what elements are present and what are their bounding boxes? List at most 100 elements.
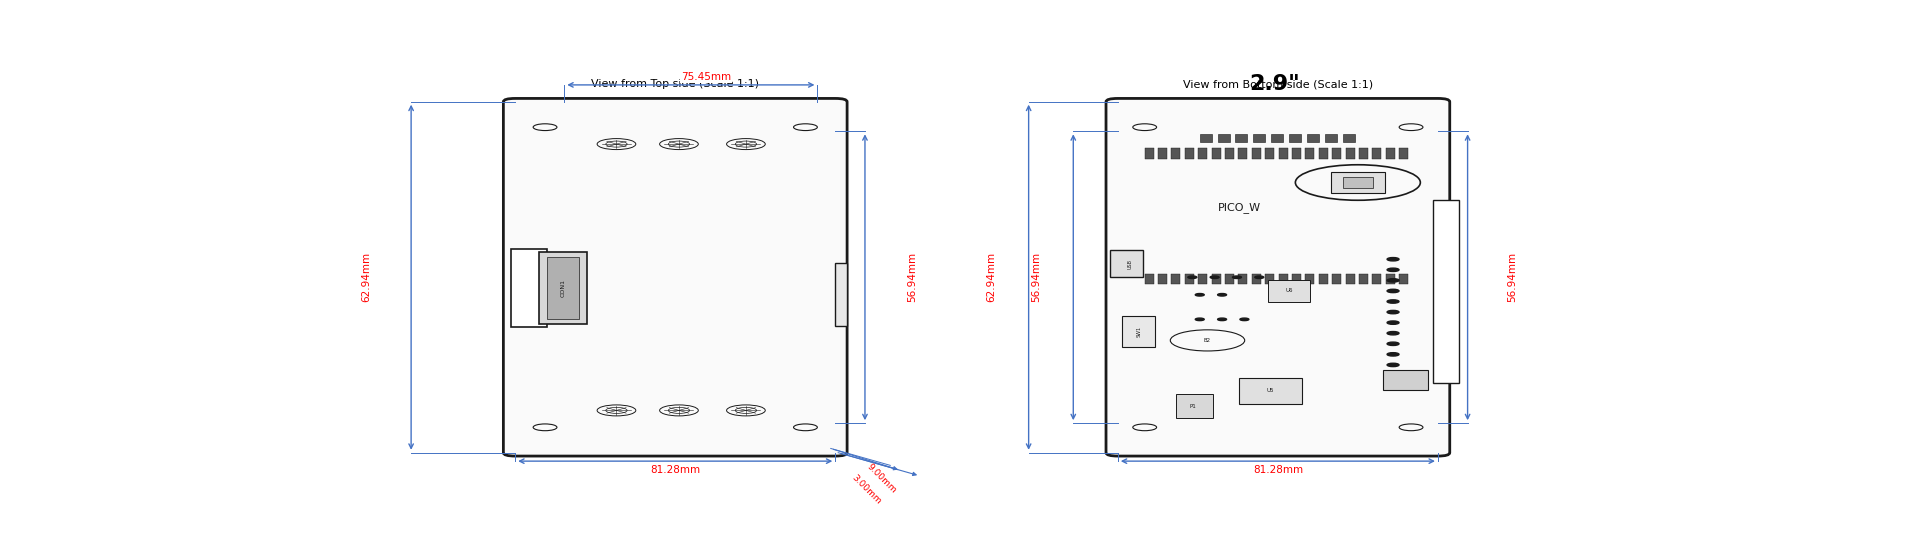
Text: View from Bottom side (Scale 1:1): View from Bottom side (Scale 1:1) (1183, 79, 1373, 89)
Bar (1400, 148, 1407, 159)
FancyBboxPatch shape (540, 252, 588, 324)
Bar (1225, 274, 1235, 284)
Bar (1198, 148, 1208, 159)
Text: U5: U5 (1267, 388, 1275, 394)
Bar (1319, 148, 1329, 159)
Bar (1200, 135, 1212, 142)
Bar (1306, 148, 1315, 159)
Circle shape (1386, 374, 1400, 377)
Bar (1212, 274, 1221, 284)
Text: 81.28mm: 81.28mm (1254, 466, 1304, 475)
Bar (1319, 274, 1329, 284)
Circle shape (1256, 276, 1263, 278)
Bar (1144, 148, 1154, 159)
Bar (1238, 274, 1248, 284)
Bar (1171, 148, 1181, 159)
Bar (835, 263, 847, 326)
Bar (1198, 274, 1208, 284)
Circle shape (1386, 279, 1400, 282)
Bar (1254, 135, 1265, 142)
Text: B2: B2 (1204, 338, 1212, 343)
Bar (1332, 148, 1340, 159)
Bar (547, 257, 580, 318)
Text: 56.94mm: 56.94mm (908, 252, 918, 302)
Bar (1185, 148, 1194, 159)
Circle shape (1386, 268, 1400, 272)
Bar (1238, 148, 1248, 159)
Circle shape (1217, 294, 1227, 296)
Bar (1346, 274, 1354, 284)
Circle shape (1188, 276, 1196, 278)
Text: 3.00mm: 3.00mm (851, 473, 883, 506)
Bar (1217, 135, 1229, 142)
Bar (1386, 148, 1394, 159)
Bar (1252, 148, 1261, 159)
Text: CON1: CON1 (561, 279, 564, 297)
Bar (1292, 148, 1302, 159)
Bar (1252, 274, 1261, 284)
Bar (1279, 274, 1288, 284)
Bar (1185, 274, 1194, 284)
Bar (1158, 274, 1167, 284)
Text: PICO_W: PICO_W (1217, 201, 1261, 212)
Bar (1158, 148, 1167, 159)
Text: P1: P1 (1190, 404, 1196, 408)
Bar (1373, 274, 1380, 284)
Circle shape (1386, 352, 1400, 356)
Circle shape (1386, 332, 1400, 335)
Bar (1359, 274, 1367, 284)
Text: 2.9": 2.9" (1248, 74, 1300, 94)
Bar (1212, 148, 1221, 159)
Circle shape (1386, 363, 1400, 367)
Bar (1288, 135, 1302, 142)
Bar (1279, 148, 1288, 159)
Circle shape (1210, 276, 1219, 278)
Text: 62.94mm: 62.94mm (361, 252, 371, 302)
Bar (1269, 280, 1309, 302)
Text: View from Top side (Scale 1:1): View from Top side (Scale 1:1) (591, 79, 758, 89)
Bar (1384, 371, 1428, 390)
FancyBboxPatch shape (1434, 200, 1459, 383)
Text: 9.00mm: 9.00mm (864, 462, 899, 495)
Text: 56.94mm: 56.94mm (1507, 252, 1517, 302)
Text: 62.94mm: 62.94mm (987, 252, 996, 302)
Bar (1240, 378, 1302, 404)
Bar (1271, 135, 1283, 142)
Bar (1332, 274, 1340, 284)
Circle shape (1386, 300, 1400, 303)
Text: USB: USB (1127, 259, 1133, 268)
Bar (1331, 172, 1384, 193)
Bar (1342, 135, 1354, 142)
Bar (1306, 274, 1315, 284)
Circle shape (1233, 276, 1242, 278)
Circle shape (1196, 318, 1204, 321)
Bar (1325, 135, 1336, 142)
Bar (1292, 274, 1302, 284)
Circle shape (1240, 318, 1248, 321)
Bar (1171, 274, 1181, 284)
Bar (1265, 148, 1275, 159)
Bar (1110, 250, 1142, 277)
Bar (1175, 394, 1213, 418)
Circle shape (1386, 289, 1400, 293)
Circle shape (1386, 342, 1400, 345)
FancyBboxPatch shape (1106, 98, 1450, 456)
Text: 75.45mm: 75.45mm (682, 72, 732, 82)
Bar (1342, 177, 1373, 188)
Bar (1235, 135, 1248, 142)
Bar (1144, 274, 1154, 284)
Text: U6: U6 (1284, 288, 1292, 293)
Text: SW1: SW1 (1137, 326, 1140, 337)
Bar (1225, 148, 1235, 159)
Circle shape (1196, 294, 1204, 296)
Circle shape (1386, 310, 1400, 314)
Bar (1386, 274, 1394, 284)
Circle shape (1217, 318, 1227, 321)
Bar (1308, 135, 1319, 142)
Circle shape (1386, 321, 1400, 324)
Bar (1123, 316, 1156, 348)
Bar (1400, 274, 1407, 284)
Bar (1346, 148, 1354, 159)
Bar (1265, 274, 1275, 284)
FancyBboxPatch shape (503, 98, 847, 456)
